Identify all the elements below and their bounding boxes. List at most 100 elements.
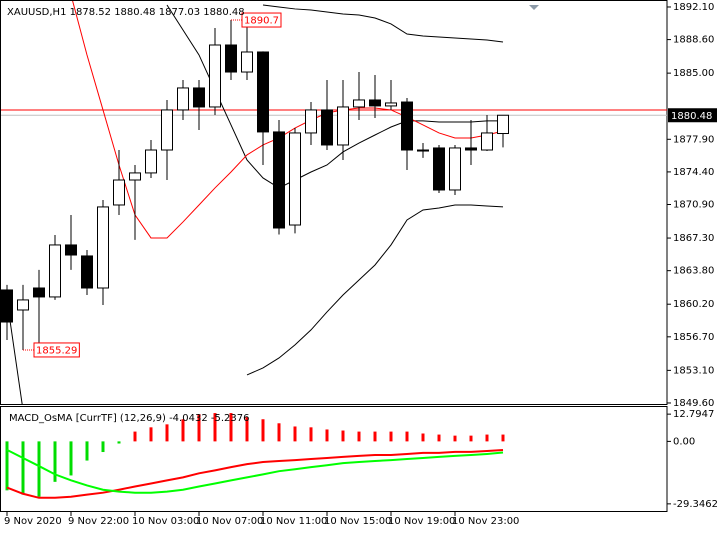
- ohlc-high: 1880.48: [114, 7, 155, 18]
- y-tick-label: 1849.60: [673, 398, 714, 409]
- candle-body: [257, 51, 269, 133]
- candle-body: [1, 289, 13, 323]
- histogram-bar: [469, 435, 473, 442]
- candle-body: [177, 87, 189, 111]
- candle-body: [225, 44, 237, 73]
- symbol: XAUUSD,H1: [7, 7, 66, 18]
- histogram-bar: [357, 431, 361, 442]
- indicator-line: [166, 4, 503, 189]
- y-tick-label: 1863.80: [673, 266, 714, 277]
- candle-body: [401, 101, 413, 151]
- histogram-bar: [309, 427, 313, 442]
- x-tick-label: 10 Nov 07:00: [196, 516, 263, 527]
- histogram-bar: [197, 414, 201, 442]
- y-tick-label: 1853.10: [673, 365, 714, 376]
- price-box: [668, 108, 717, 123]
- y-tick-label: 1856.70: [673, 332, 714, 343]
- candle-body: [145, 149, 157, 174]
- ohlc-low: 1877.03: [159, 7, 200, 18]
- candle-body: [33, 287, 45, 298]
- histogram-bar: [277, 423, 281, 442]
- histogram-bar: [117, 441, 121, 444]
- histogram-bar: [293, 426, 297, 442]
- histogram-bar: [21, 441, 25, 495]
- macd-header: MACD_OsMA [CurrTF] (12,26,9) -4.0432 -5.…: [9, 413, 249, 424]
- y-tick-label: 1892.10: [673, 2, 714, 13]
- candle-body: [449, 147, 461, 191]
- candle-body: [289, 132, 301, 226]
- candle-body: [273, 131, 285, 229]
- histogram-bar: [261, 419, 265, 442]
- candle-body: [353, 99, 365, 108]
- histogram-bar: [5, 441, 9, 491]
- histogram-bar: [405, 431, 409, 442]
- histogram-bar: [421, 433, 425, 442]
- candle-body: [385, 102, 397, 107]
- price-pane-frame: [0, 0, 668, 405]
- extreme-label: 1855.29: [36, 345, 77, 356]
- histogram-bar: [373, 431, 377, 442]
- candle-body: [369, 99, 381, 107]
- candle-body: [17, 299, 29, 311]
- x-tick-label: 10 Nov 11:00: [260, 516, 327, 527]
- candle-body: [193, 87, 205, 108]
- histogram-bar: [485, 434, 489, 442]
- macd-pane: [5, 413, 505, 499]
- histogram-bar: [453, 435, 457, 442]
- candle-body: [129, 172, 141, 181]
- candle-body: [465, 147, 477, 151]
- ohlc-open: 1878.52: [70, 7, 111, 18]
- indicator-line: [6, 449, 504, 494]
- histogram-bar: [165, 424, 169, 442]
- indicator-line: [262, 4, 504, 43]
- candle-body: [417, 149, 429, 152]
- price-header: XAUUSD,H1 1878.52 1880.48 1877.03 1880.4…: [7, 7, 245, 18]
- x-tick-label: 10 Nov 23:00: [452, 516, 519, 527]
- candle-body: [481, 132, 493, 151]
- candle-body: [65, 244, 77, 256]
- extreme-label-box: [241, 12, 282, 28]
- histogram-bar: [133, 431, 137, 442]
- histogram-bar: [53, 441, 57, 482]
- candle-body: [497, 114, 509, 135]
- candle-body: [305, 109, 317, 134]
- histogram-bar: [85, 441, 89, 461]
- histogram-bar: [213, 413, 217, 442]
- histogram-bar: [37, 441, 41, 497]
- histogram-bar: [101, 441, 105, 453]
- candle-body: [433, 147, 445, 191]
- candle-body: [321, 109, 333, 146]
- x-tick-label: 10 Nov 19:00: [388, 516, 455, 527]
- price-pane: 1890.7 1855.29: [1, 1, 667, 404]
- extreme-label-box: [33, 342, 80, 358]
- y-tick-label: 0.00: [673, 436, 695, 447]
- candle-body: [161, 109, 173, 151]
- y-tick-label: -29.3462: [673, 499, 717, 510]
- y-tick-label: 12.7947: [673, 409, 714, 420]
- histogram-bar: [229, 413, 233, 442]
- y-tick-label: 1860.20: [673, 299, 714, 310]
- candle-body: [49, 244, 61, 298]
- shift-marker: [529, 5, 539, 10]
- macd-value: -4.0432: [169, 413, 208, 424]
- candle-body: [113, 179, 125, 206]
- histogram-bar: [149, 427, 153, 442]
- x-tick-label: 9 Nov 22:00: [68, 516, 129, 527]
- y-tick-label: 1874.40: [673, 167, 714, 178]
- y-tick-label: 1870.90: [673, 200, 714, 211]
- ohlc-close: 1880.48: [203, 7, 244, 18]
- histogram-bar: [245, 417, 249, 442]
- axes: 1892.10 1888.60 1885.00 1877.90 1874.40 1870.…: [4, 2, 717, 527]
- candle-body: [81, 255, 93, 289]
- histogram-bar: [437, 434, 441, 442]
- histogram-bar: [341, 430, 345, 442]
- indicator-line: [6, 448, 504, 499]
- histogram-bar: [69, 441, 73, 476]
- extreme-label: 1890.7: [244, 16, 279, 27]
- y-tick-label: 1888.60: [673, 35, 714, 46]
- indicator-line: [72, 1, 504, 239]
- x-tick-label: 10 Nov 15:00: [324, 516, 391, 527]
- x-tick-label: 10 Nov 03:00: [132, 516, 199, 527]
- price-box-label: 1880.48: [671, 111, 712, 122]
